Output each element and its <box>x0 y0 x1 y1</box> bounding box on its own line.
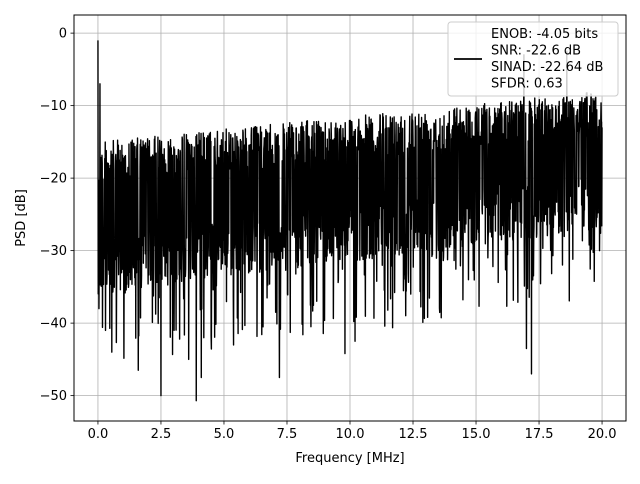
legend-box <box>447 21 619 97</box>
y-tick-label: 0 <box>59 27 67 42</box>
x-tick-label: 12.5 <box>399 427 428 442</box>
x-tick-label: 20.0 <box>588 427 617 442</box>
x-tick-label: 15.0 <box>462 427 491 442</box>
axes-frame <box>73 14 627 422</box>
x-tick-label: 2.5 <box>151 427 172 442</box>
y-tick-label: −10 <box>40 99 67 114</box>
legend-entry: SINAD: -22.64 dB <box>491 60 603 75</box>
x-tick-label: 17.5 <box>525 427 554 442</box>
series-layer <box>97 40 603 402</box>
x-tick-label: 7.5 <box>277 427 298 442</box>
ticks-layer: 0.0 2.5 5.0 7.5 10.0 12.5 15.0 17.5 20.0 0 −10 −20 −… <box>40 27 617 442</box>
legend-entry: ENOB: -4.05 bits <box>491 27 598 42</box>
psd-series-line <box>97 40 603 402</box>
y-tick-label: −30 <box>40 244 67 259</box>
y-axis-label: PSD [dB] <box>14 189 29 247</box>
x-tick-label: 5.0 <box>214 427 235 442</box>
y-tick-label: −40 <box>40 317 67 332</box>
x-axis-label: Frequency [MHz] <box>295 451 404 466</box>
legend-entry: SNR: -22.6 dB <box>491 44 581 59</box>
x-tick-label: 0.0 <box>88 427 109 442</box>
legend-entry: SFDR: 0.63 <box>491 77 563 92</box>
y-tick-label: −50 <box>40 389 67 404</box>
y-tick-label: −20 <box>40 172 67 187</box>
x-tick-label: 10.0 <box>336 427 365 442</box>
